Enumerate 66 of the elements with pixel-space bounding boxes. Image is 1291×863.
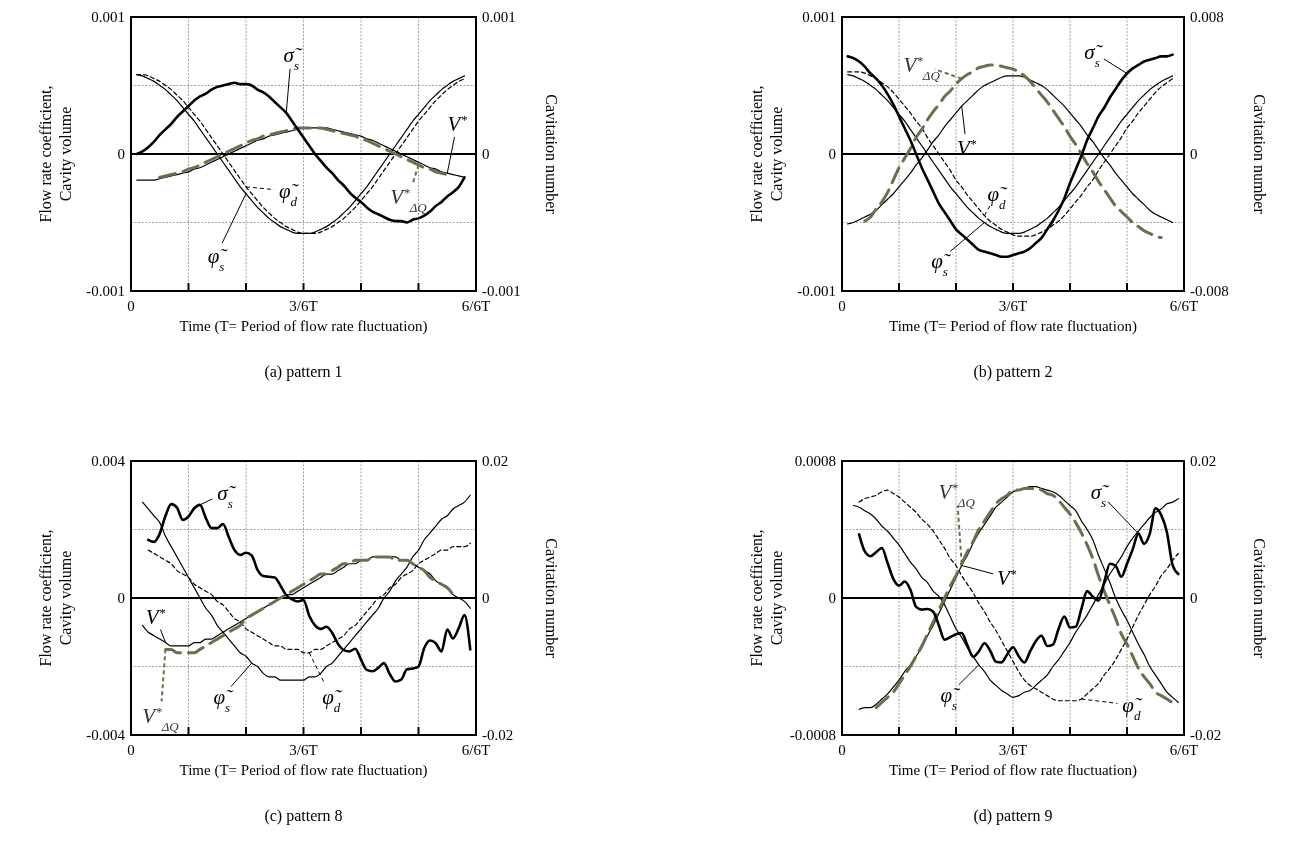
y2-axis-title: Cavitation number [543,538,560,659]
y-axis-title: Flow rate coefficient, Cavity volume [748,529,786,667]
y-tick-label: 0 [828,590,836,607]
x-tick-label: 0 [838,298,846,314]
x-tick-label: 0 [838,742,846,758]
legend-label: V$^{*}$ [997,565,1017,590]
y-tick-label: 0.004 [91,453,126,470]
y2-tick-label: 0.02 [1190,453,1217,470]
y2-tick-label: -0.008 [1190,283,1229,300]
y-tick-label: 0 [828,146,836,163]
x-tick-label: 3/6T [998,742,1028,758]
text: (d) pattern 9 [973,807,1053,825]
y-tick-label: -0.001 [86,283,125,300]
text: (b) pattern 2 [973,363,1053,381]
y-tick-label: -0.004 [86,727,126,744]
x-tick-label: 6/6T [461,298,491,314]
y-axis-title: Flow rate coefficient, Cavity volume [37,529,75,667]
series-label: σ̃$_{s}$ [217,481,237,511]
series-label: V$^{*}$ [447,111,468,136]
x-tick-label: 3/6T [289,742,318,758]
y2-tick-label: 0.008 [1190,9,1224,26]
y2-tick-label: -0.001 [482,283,521,300]
y2-axis-title: Cavitation number [1251,94,1268,215]
y2-tick-label: 0 [1190,146,1198,163]
y2-tick-label: 0 [482,146,490,163]
x-axis-title: Time (T= Period of flow rate fluctuation) [889,762,1137,779]
y2-tick-label: 0 [1190,590,1198,607]
y2-tick-label: 0.001 [482,9,516,26]
text: (a) pattern 1 [264,363,343,381]
y-tick-label: 0.001 [91,9,125,26]
x-tick-label: 3/6T [289,298,318,314]
y2-axis-title: Cavitation number [543,94,560,215]
y2-tick-label: -0.02 [482,727,514,744]
legend-label: φ̃$_{s}$ [207,244,229,274]
legend-label: φ̃$_{d}$ [1122,693,1143,723]
x-tick-label: 6/6T [461,742,491,758]
series-label: φ̃$_{d}$ [987,182,1009,212]
y-tick-label: 0.001 [802,9,836,26]
y-tick-label: 0 [117,146,125,163]
series-label: φ̃$_{d}$ [278,179,300,209]
y-tick-label: 0 [117,590,125,607]
y-tick-label: -0.001 [797,283,836,300]
y2-tick-label: 0.02 [482,453,509,470]
y2-tick-label: -0.02 [1190,727,1222,744]
text: (c) pattern 8 [264,807,343,825]
series-label: σ̃$_{s}$ [283,43,303,73]
legend-label: σ̃$_{s}$ [1084,39,1104,70]
line-series [158,126,449,179]
x-axis-title: Time (T= Period of flow rate fluctuation) [179,762,428,779]
y-tick-label: -0.0008 [789,727,836,744]
x-axis-title: Time (T= Period of flow rate fluctuation) [179,318,428,335]
x-axis-title: Time (T= Period of flow rate fluctuation) [889,318,1137,335]
y-axis-title: Flow rate coefficient, Cavity volume [748,85,786,223]
series-label: V$^{*}$ [145,604,166,629]
x-tick-label: 3/6T [998,298,1028,314]
x-tick-label: 6/6T [1169,298,1199,314]
y2-axis-title: Cavitation number [1251,538,1268,659]
legend-label: φ̃$_{s}$ [213,685,235,715]
text: φ̃$_{s}$ [931,248,952,279]
legend-label: φ̃$_{d}$ [322,685,343,715]
y2-tick-label: 0 [482,590,490,607]
y-tick-label: 0.0008 [794,453,836,470]
y-axis-title: Flow rate coefficient, Cavity volume [37,85,75,223]
x-tick-label: 6/6T [1169,742,1199,758]
series-label: φ̃$_{s}$ [940,683,962,713]
series-label: σ̃$_{s}$ [1090,479,1111,510]
